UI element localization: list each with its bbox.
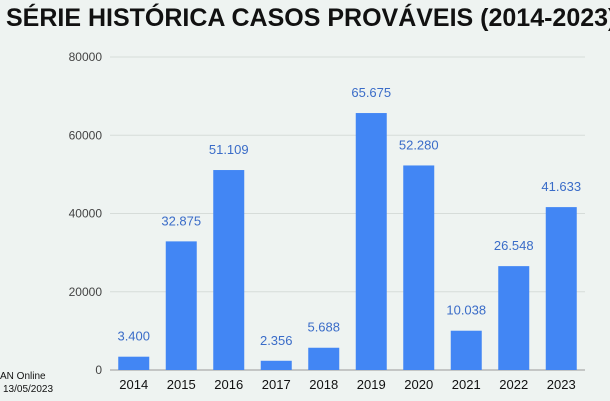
y-tick-label: 20000 <box>69 285 103 299</box>
y-tick-label: 0 <box>95 363 102 377</box>
source-line-1: AN Online <box>0 371 46 382</box>
x-tick-label-2023: 2023 <box>547 377 576 392</box>
bar-2015 <box>165 241 197 370</box>
data-label-2023: 41.633 <box>541 179 581 194</box>
bar-2016 <box>213 170 245 370</box>
data-label-2020: 52.280 <box>399 137 439 152</box>
x-axis: 2014 2015 2016 2017 2018 2019 2020 2021 2022 2023 <box>119 377 575 392</box>
x-tick-label-2018: 2018 <box>309 377 338 392</box>
bar-2014 <box>118 356 150 370</box>
x-tick-label-2015: 2015 <box>167 377 196 392</box>
bar-2023 <box>545 207 577 370</box>
data-label-2017: 2.356 <box>260 333 293 348</box>
data-label-2018: 5.688 <box>307 320 340 335</box>
x-tick-label-2017: 2017 <box>262 377 291 392</box>
source-line-2: 13/05/2023 <box>3 384 54 395</box>
data-labels: 3.400 32.875 51.109 2.356 5.688 65.675 52.280 1… <box>117 85 581 348</box>
data-label-2015: 32.875 <box>161 213 201 228</box>
x-tick-label-2022: 2022 <box>499 377 528 392</box>
data-label-2016: 51.109 <box>209 142 249 157</box>
bar-2020 <box>403 165 435 370</box>
y-axis: 0 20000 40000 60000 80000 <box>69 50 103 377</box>
x-tick-label-2016: 2016 <box>214 377 243 392</box>
x-tick-label-2021: 2021 <box>452 377 481 392</box>
data-label-2014: 3.400 <box>117 329 150 344</box>
bar-2019 <box>355 113 387 370</box>
x-tick-label-2014: 2014 <box>119 377 148 392</box>
bar-2017 <box>260 360 292 370</box>
data-label-2022: 26.548 <box>494 238 534 253</box>
y-tick-label: 40000 <box>69 207 103 221</box>
y-tick-label: 80000 <box>69 50 103 64</box>
source-note: AN Online 13/05/2023 <box>0 370 53 396</box>
data-label-2021: 10.038 <box>446 303 486 318</box>
bar-2021 <box>450 330 482 370</box>
data-label-2019: 65.675 <box>351 85 391 100</box>
y-tick-label: 60000 <box>69 128 103 142</box>
bar-2018 <box>308 347 340 370</box>
x-tick-label-2020: 2020 <box>404 377 433 392</box>
bars <box>118 113 577 370</box>
bar-2022 <box>498 266 530 370</box>
chart-title: SÉRIE HISTÓRICA CASOS PROVÁVEIS (2014-20… <box>6 4 610 32</box>
x-tick-label-2019: 2019 <box>357 377 386 392</box>
